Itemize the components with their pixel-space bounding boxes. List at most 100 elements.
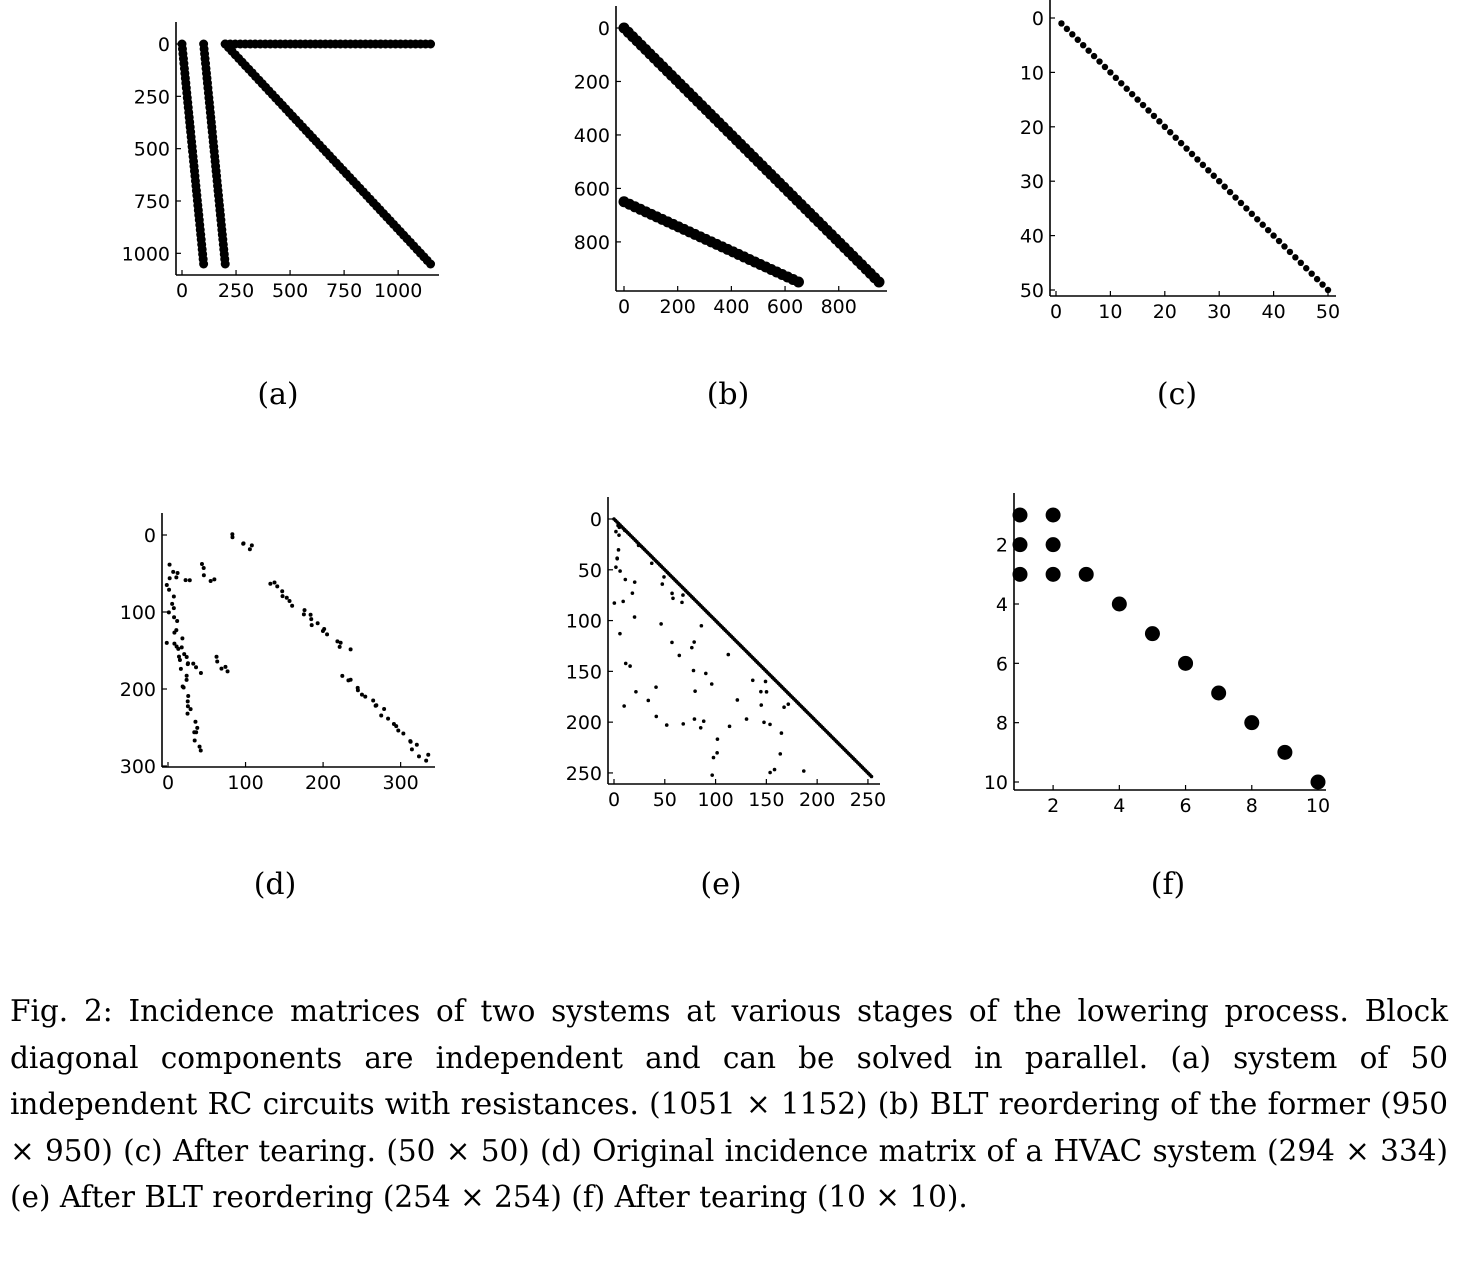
matrix-entry-c xyxy=(1264,226,1272,234)
matrix-entry-d xyxy=(215,659,220,664)
matrix-entry-e xyxy=(614,565,618,569)
y-tick-label-f: 8 xyxy=(996,713,1008,735)
matrix-entry-e xyxy=(690,645,694,650)
matrix-entry-f xyxy=(1310,774,1326,790)
matrix-entry-b xyxy=(873,276,885,288)
y-tick-label-c: 10 xyxy=(1020,62,1044,84)
x-tick-label-b: 0 xyxy=(618,296,630,318)
x-tick-label-a: 250 xyxy=(218,280,254,302)
matrix-entry-d xyxy=(225,669,230,674)
x-tick-label-b: 200 xyxy=(660,296,696,318)
matrix-entry-e xyxy=(786,702,791,706)
x-tick-label-e: 200 xyxy=(799,789,835,811)
matrix-entry-b xyxy=(792,276,804,288)
matrix-entry-a xyxy=(220,259,230,269)
panel-label-d: (d) xyxy=(253,867,297,902)
matrix-entry-e xyxy=(623,577,628,582)
matrix-entry-f xyxy=(1078,566,1094,582)
matrix-entry-f xyxy=(1111,596,1127,612)
matrix-entry-d xyxy=(280,589,285,594)
matrix-entry-e xyxy=(715,737,720,741)
matrix-entry-d xyxy=(373,703,378,708)
matrix-entry-e xyxy=(710,773,715,777)
y-tick-label-c: 20 xyxy=(1020,117,1044,139)
x-tick-label-f: 2 xyxy=(1047,795,1059,817)
matrix-entry-d xyxy=(320,628,325,633)
matrix-entry-e xyxy=(692,717,697,721)
matrix-entry-c xyxy=(1145,107,1152,114)
matrix-entry-e xyxy=(692,640,696,644)
matrix-entry-f xyxy=(1045,566,1061,582)
matrix-entry-e xyxy=(659,622,663,626)
matrix-entry-e xyxy=(628,664,632,668)
matrix-entry-c xyxy=(1281,243,1288,250)
matrix-entry-d xyxy=(355,688,360,693)
matrix-entry-c xyxy=(1096,58,1103,65)
x-tick-label-b: 600 xyxy=(767,296,803,318)
matrix-entry-e xyxy=(664,723,669,727)
panel-label-c: (c) xyxy=(1156,377,1198,412)
matrix-entry-e xyxy=(660,582,665,586)
matrix-entry-d xyxy=(241,541,246,546)
matrix-entry-c xyxy=(1237,199,1245,207)
matrix-entry-e xyxy=(670,640,674,645)
matrix-entry-f xyxy=(1277,744,1293,760)
matrix-entry-e xyxy=(681,593,685,597)
x-tick-label-e: 100 xyxy=(697,789,733,811)
matrix-entry-d xyxy=(308,612,313,617)
matrix-entry-e xyxy=(699,623,704,628)
matrix-entry-e xyxy=(662,575,666,579)
matrix-entry-d xyxy=(309,617,314,622)
matrix-entry-d xyxy=(170,601,175,606)
panel-label-f: (f) xyxy=(1150,867,1186,902)
matrix-entry-d xyxy=(379,713,384,718)
matrix-entry-d xyxy=(193,719,198,724)
matrix-entry-c xyxy=(1101,63,1109,71)
x-tick-label-d: 0 xyxy=(162,772,174,794)
matrix-entry-e xyxy=(698,726,703,730)
matrix-entry-e xyxy=(617,533,621,537)
matrix-entry-c xyxy=(1216,178,1223,185)
matrix-entry-d xyxy=(280,594,285,599)
matrix-entry-e xyxy=(630,591,635,595)
matrix-entry-d xyxy=(249,543,254,548)
matrix-entry-d xyxy=(164,583,169,588)
matrix-entry-c xyxy=(1319,281,1326,288)
matrix-entry-c xyxy=(1139,101,1147,109)
y-tick-label-e: 250 xyxy=(566,763,602,785)
matrix-entry-c xyxy=(1221,183,1228,190)
matrix-entry-d xyxy=(337,644,342,649)
y-tick-label-b: 800 xyxy=(574,232,610,254)
x-tick-label-d: 300 xyxy=(383,772,419,794)
figure: 0 250 500 750 1000 0 250 500 750 1000 0 200 400 600 80… xyxy=(120,0,1340,902)
matrix-entry-d xyxy=(348,677,353,682)
matrix-entry-e xyxy=(727,724,732,729)
matrix-entry-c xyxy=(1080,42,1087,49)
matrix-entry-d xyxy=(272,580,277,585)
matrix-entry-e xyxy=(701,719,706,724)
matrix-entry-e xyxy=(709,682,714,686)
x-tick-label-b: 800 xyxy=(821,296,857,318)
matrix-entry-d xyxy=(284,595,289,600)
matrix-entry-c xyxy=(1194,156,1201,163)
matrix-entry-d xyxy=(199,561,204,566)
matrix-entry-d xyxy=(180,636,185,641)
matrix-entry-e xyxy=(622,704,626,708)
matrix-entry-e xyxy=(671,596,675,601)
matrix-entry-c xyxy=(1243,205,1250,212)
x-tick-label-c: 0 xyxy=(1050,301,1062,323)
matrix-entry-c xyxy=(1172,134,1179,141)
matrix-entry-d xyxy=(188,707,193,712)
matrix-entry-d xyxy=(186,693,191,698)
y-tick-label-f: 6 xyxy=(996,653,1008,675)
matrix-entry-e xyxy=(869,774,874,779)
matrix-entry-d xyxy=(191,661,196,666)
matrix-entry-d xyxy=(382,706,387,711)
matrix-entry-c xyxy=(1112,74,1120,82)
matrix-entry-d xyxy=(174,575,179,580)
x-tick-label-f: 8 xyxy=(1246,795,1258,817)
y-tick-label-a: 250 xyxy=(134,86,170,108)
plot-e: 0 50 100 150 200 250 0 50 100 150 200 250 xyxy=(566,497,886,811)
matrix-entry-d xyxy=(416,754,421,759)
